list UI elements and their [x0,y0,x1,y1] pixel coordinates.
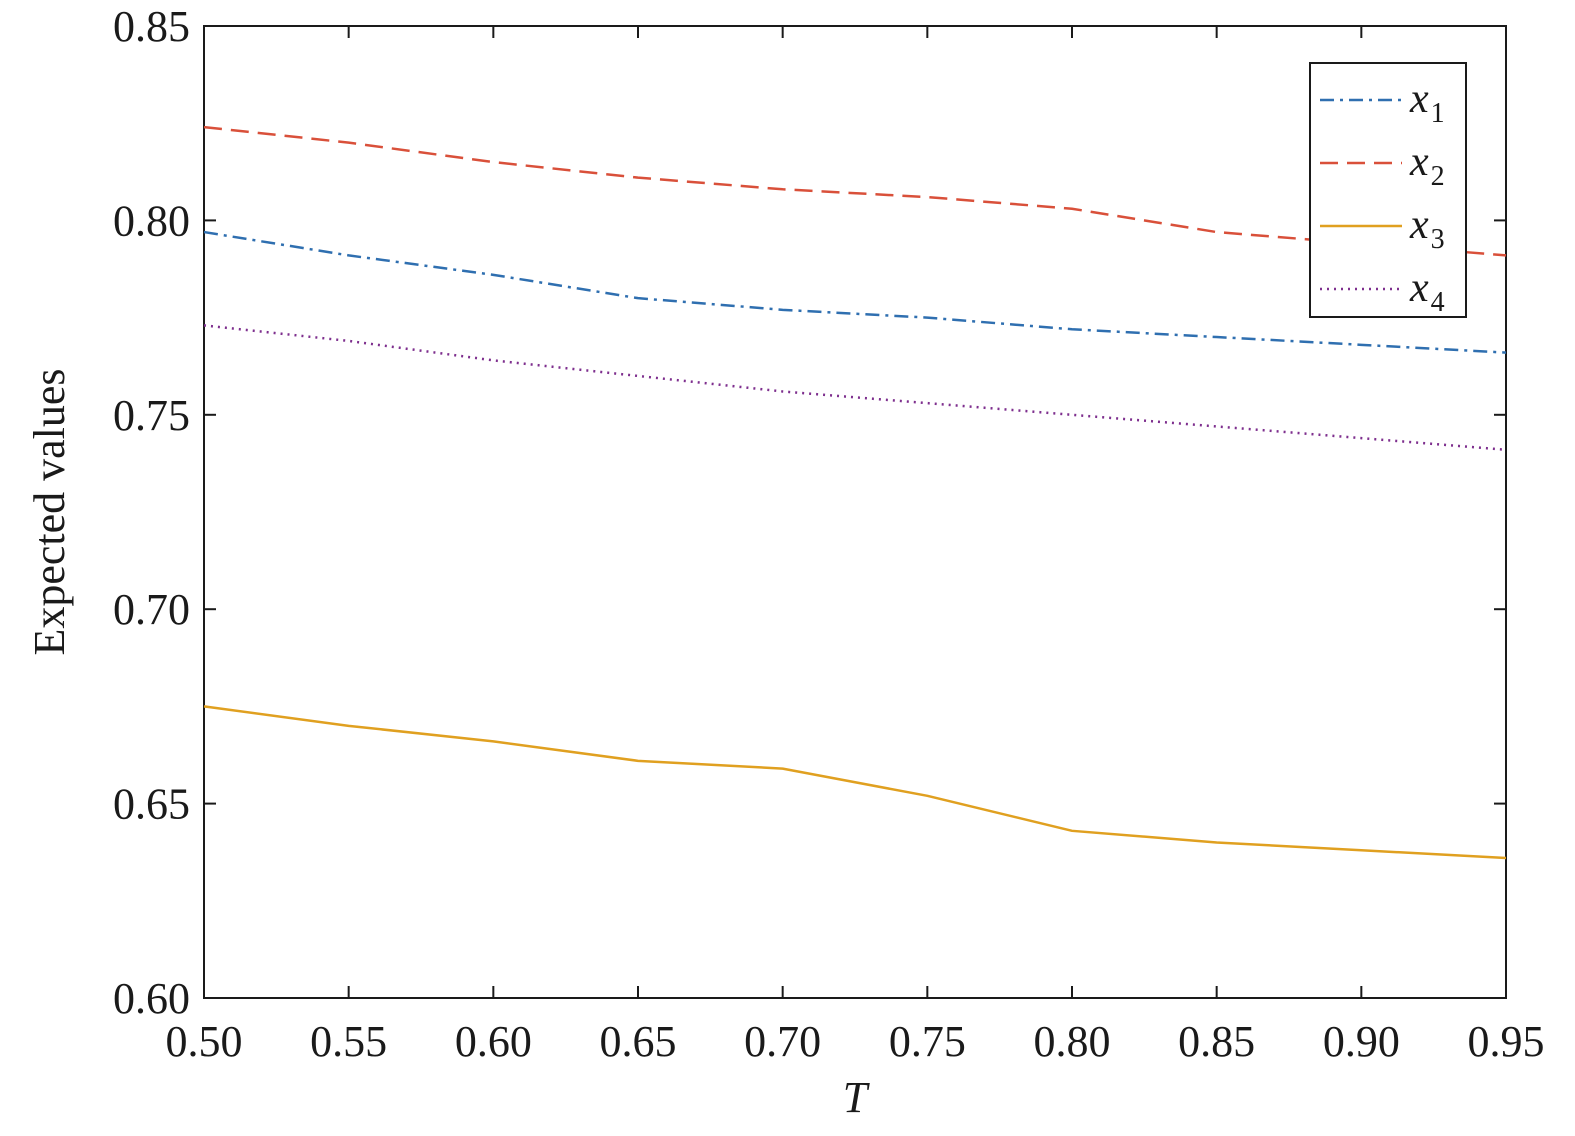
x-axis-title: T [843,1073,871,1122]
y-tick-label: 0.80 [113,196,190,245]
y-axis-title: Expected values [25,368,74,655]
y-axis: 0.60 0.65 0.70 0.75 0.80 0.85 [113,2,1506,1023]
x-tick-label: 0.75 [889,1017,966,1066]
series-line-x2 [203,125,1507,257]
y-tick-label: 0.75 [113,391,190,440]
x-tick-label: 0.70 [744,1017,821,1066]
x-tick-label: 0.95 [1468,1017,1545,1066]
series-line-x3 [203,705,1507,860]
x-tick-label: 0.55 [310,1017,387,1066]
plot-frame [203,25,1507,999]
x-tick-label: 0.80 [1034,1017,1111,1066]
x-tick-label: 0.90 [1323,1017,1400,1066]
series-line-x4 [203,324,1507,452]
y-tick-label: 0.60 [113,974,190,1023]
x-tick-label: 0.50 [166,1017,243,1066]
y-tick-label: 0.70 [113,585,190,634]
x-tick-label: 0.65 [600,1017,677,1066]
y-tick-label: 0.65 [113,780,190,829]
x-axis: 0.50 0.55 0.60 0.65 0.70 0.75 0.80 0.85 0.90 0.95 [166,26,1545,1066]
y-tick-label: 0.85 [113,2,190,51]
x-tick-label: 0.85 [1178,1017,1255,1066]
x-tick-label: 0.60 [455,1017,532,1066]
plot-area [203,25,1507,999]
legend-box [1309,62,1467,318]
